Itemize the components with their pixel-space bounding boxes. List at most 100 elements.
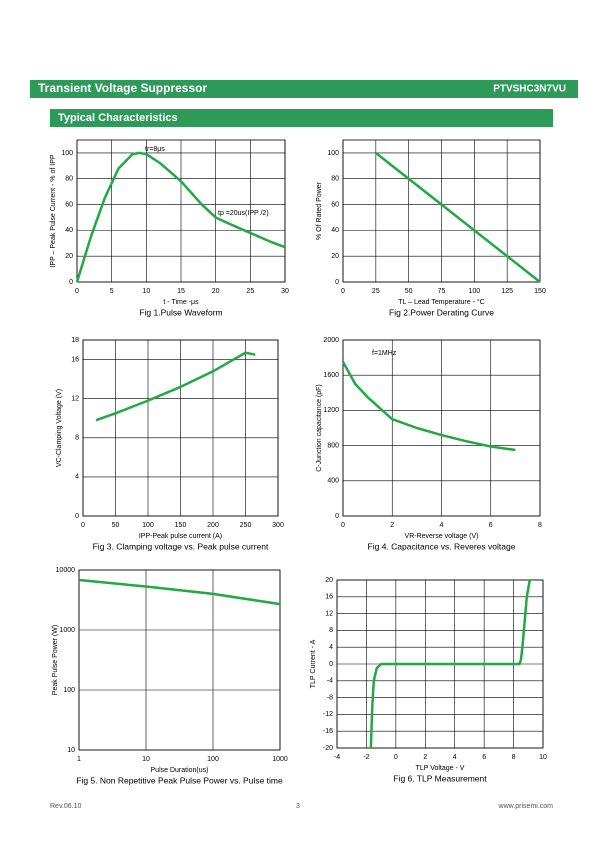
y-tick-label: 80 xyxy=(65,176,73,183)
data-line xyxy=(375,151,541,283)
x-tick-label: 50 xyxy=(112,522,120,529)
x-tick-label: 10 xyxy=(142,756,150,763)
y-tick-label: 0 xyxy=(329,661,333,668)
data-line xyxy=(369,579,531,749)
x-tick-label: 100 xyxy=(142,522,154,529)
y-tick-label: -8 xyxy=(327,694,333,701)
header-bar xyxy=(30,80,578,98)
data-line xyxy=(75,151,286,283)
y-tick-label: 8 xyxy=(75,435,79,442)
x-axis-label: Pulse Duration(us) xyxy=(151,767,209,774)
y-tick-label: 18 xyxy=(71,337,79,344)
x-tick-label: 10 xyxy=(142,288,150,295)
y-tick-label: 100 xyxy=(63,687,75,694)
x-axis-label: TL – Lead Temperature - °C xyxy=(398,298,484,306)
annotation: f=1MHz xyxy=(372,350,397,357)
x-axis-label: TLP Voltage - V xyxy=(416,765,465,772)
part-number: PTVSHC3N7VU xyxy=(493,84,566,95)
x-axis-label: t - Time -μs xyxy=(163,299,199,306)
y-tick-label: 400 xyxy=(327,478,339,485)
y-tick-label: 20 xyxy=(331,253,339,260)
x-tick-label: 6 xyxy=(489,522,493,529)
x-tick-label: 125 xyxy=(501,288,513,295)
x-tick-label: 2 xyxy=(390,522,394,529)
x-tick-label: 30 xyxy=(281,288,289,295)
chart-title: Fig 4. Capacitance vs. Reveres voltage xyxy=(368,541,516,551)
y-tick-label: 40 xyxy=(331,227,339,234)
x-tick-label: 1 xyxy=(77,756,81,763)
y-tick-label: 1200 xyxy=(323,407,339,414)
y-tick-label: 40 xyxy=(65,227,73,234)
y-tick-label: 1600 xyxy=(323,372,339,379)
y-axis-label: TLP Current - A xyxy=(310,639,317,688)
x-tick-label: 300 xyxy=(272,522,284,529)
y-tick-label: 0 xyxy=(335,279,339,286)
y-tick-label: 1000 xyxy=(59,627,75,634)
y-axis-label: C-Junction capacitance (pF) xyxy=(316,384,323,472)
y-tick-label: 800 xyxy=(327,442,339,449)
y-tick-label: 100 xyxy=(327,150,339,157)
x-tick-label: 6 xyxy=(482,754,486,761)
y-tick-label: 12 xyxy=(325,610,333,617)
x-tick-label: 100 xyxy=(207,756,219,763)
x-tick-label: 1000 xyxy=(272,756,288,763)
y-tick-label: 12 xyxy=(71,396,79,403)
x-tick-label: 4 xyxy=(440,522,444,529)
y-axis-label: Peak Pulse Power (W) xyxy=(52,625,59,695)
x-tick-label: 8 xyxy=(538,522,542,529)
y-tick-label: 4 xyxy=(75,474,79,481)
y-tick-label: 0 xyxy=(69,279,73,286)
y-tick-label: 20 xyxy=(325,577,333,584)
x-tick-label: 250 xyxy=(240,522,252,529)
x-axis-label: IPP-Peak pulse current (A) xyxy=(139,533,222,540)
x-tick-label: 25 xyxy=(246,288,254,295)
y-tick-label: -12 xyxy=(323,711,333,718)
page-number: 3 xyxy=(296,803,300,810)
y-tick-label: 10000 xyxy=(56,567,76,574)
y-tick-label: 2000 xyxy=(323,337,339,344)
y-tick-label: 0 xyxy=(335,513,339,520)
x-axis-label: VR-Reverse voltage (V) xyxy=(405,533,479,540)
y-tick-label: 8 xyxy=(329,627,333,634)
y-tick-label: 0 xyxy=(75,513,79,520)
y-tick-label: -20 xyxy=(323,745,333,752)
y-axis-label: IPP – Peak Pulse Current - % of IPP xyxy=(50,154,57,267)
x-tick-label: 0 xyxy=(341,288,345,295)
x-tick-label: 5 xyxy=(110,288,114,295)
x-tick-label: 8 xyxy=(512,754,516,761)
y-tick-label: -4 xyxy=(327,678,333,685)
x-tick-label: 0 xyxy=(341,522,345,529)
y-tick-label: 80 xyxy=(331,176,339,183)
chart-title: Fig 1.Pulse Waveform xyxy=(139,307,222,317)
x-tick-label: 150 xyxy=(175,522,187,529)
y-axis-label: VC-Clamping Voltage (V) xyxy=(56,389,63,467)
x-tick-label: -4 xyxy=(334,754,340,761)
chart-title: Fig 2.Power Derating Curve xyxy=(389,307,494,317)
x-tick-label: 0 xyxy=(394,754,398,761)
x-tick-label: 200 xyxy=(207,522,219,529)
revision: Rev.06.10 xyxy=(50,803,81,810)
section-bar xyxy=(50,109,553,127)
data-line xyxy=(341,361,516,452)
x-tick-label: 75 xyxy=(438,288,446,295)
plot-frame xyxy=(78,569,281,751)
y-tick-label: 20 xyxy=(65,253,73,260)
x-tick-label: 15 xyxy=(177,288,185,295)
x-tick-label: -2 xyxy=(363,754,369,761)
x-tick-label: 20 xyxy=(212,288,220,295)
annotation: tr=8μs xyxy=(145,146,165,153)
chart-title: Fig 5. Non Repetitive Peak Pulse Power v… xyxy=(76,775,283,785)
y-tick-label: 16 xyxy=(325,594,333,601)
y-tick-label: 100 xyxy=(61,150,73,157)
x-tick-label: 10 xyxy=(539,754,547,761)
x-tick-label: 0 xyxy=(75,288,79,295)
x-tick-label: 4 xyxy=(453,754,457,761)
section-title: Typical Characteristics xyxy=(58,112,178,124)
header-title: Transient Voltage Suppressor xyxy=(38,81,207,95)
y-tick-label: 4 xyxy=(329,644,333,651)
website: www.prisemi.com xyxy=(498,803,554,810)
chart-title: Fig 6. TLP Measurement xyxy=(393,773,487,783)
x-tick-label: 0 xyxy=(81,522,85,529)
x-tick-label: 2 xyxy=(423,754,427,761)
